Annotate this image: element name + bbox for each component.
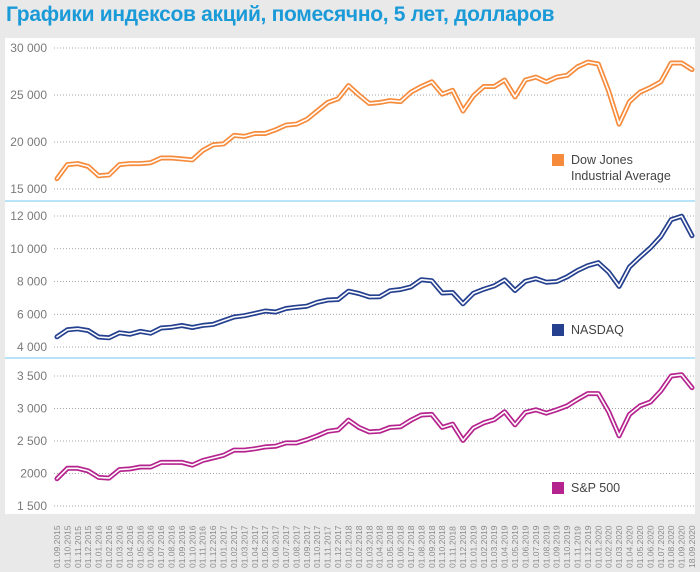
x-tick-label: 01.04.2018 [375, 525, 385, 568]
x-tick-label: 01.11.2015 [73, 526, 83, 568]
legend-label: S&P 500 [571, 481, 620, 495]
x-tick-label: 01.06.2018 [396, 525, 406, 568]
x-tick-label: 01.07.2017 [281, 525, 291, 568]
x-tick-label: 01.03.2019 [489, 525, 499, 568]
x-tick-label: 01.07.2016 [156, 525, 166, 568]
x-tick-label: 01.10.2019 [562, 525, 572, 568]
x-tick-label: 01.07.2018 [406, 525, 416, 568]
x-tick-label: 01.08.2016 [167, 525, 177, 568]
x-tick-label: 01.09.2019 [552, 525, 562, 568]
x-tick-label: 01.10.2018 [437, 525, 447, 568]
x-tick-label: 01.12.2018 [458, 525, 468, 568]
legend-label: NASDAQ [571, 323, 624, 337]
x-tick-label: 01.09.2016 [177, 525, 187, 568]
y-tick-label: 1 500 [17, 499, 47, 513]
legend-swatch [552, 324, 564, 336]
x-tick-label: 01.09.2018 [427, 525, 437, 568]
x-tick-label: 01.06.2020 [645, 525, 655, 568]
x-tick-label: 01.11.2019 [572, 526, 582, 568]
x-tick-label: 01.12.2019 [583, 525, 593, 568]
y-tick-label: 2 500 [17, 434, 47, 448]
x-tick-label: 01.06.2019 [520, 525, 530, 568]
x-tick-label: 01.02.2020 [604, 525, 614, 568]
x-tick-label: 01.05.2018 [385, 525, 395, 568]
plot-background [5, 38, 695, 514]
y-tick-label: 2000 [20, 467, 47, 481]
x-tick-label: 01.06.2016 [146, 525, 156, 568]
x-tick-label: 01.02.2017 [229, 525, 239, 568]
series-line-inner [56, 61, 693, 180]
y-tick-label: 3 000 [17, 402, 47, 416]
y-tick-label: 6 000 [17, 307, 47, 321]
x-tick-label: 18.09.2020 [687, 525, 697, 568]
y-tick-label: 8 000 [17, 275, 47, 289]
x-tick-label: 01.03.2017 [239, 525, 249, 568]
x-tick-label: 01.10.2015 [62, 525, 72, 568]
x-tick-label: 01.09.2020 [677, 525, 687, 568]
x-tick-label: 01.10.2016 [187, 525, 197, 568]
x-tick-label: 01.08.2020 [666, 525, 676, 568]
x-tick-label: 01.10.2017 [312, 525, 322, 568]
legend-swatch [552, 154, 564, 166]
x-tick-label: 01.11.2018 [448, 526, 458, 568]
x-tick-label: 01.04.2017 [250, 525, 260, 568]
legend-label: Dow Jones [571, 153, 633, 167]
x-tick-label: 01.12.2016 [208, 525, 218, 568]
x-tick-label: 01.01.2018 [343, 525, 353, 568]
x-tick-label: 01.08.2018 [416, 525, 426, 568]
x-tick-label: 01.08.2019 [541, 525, 551, 568]
x-tick-label: 01.03.2020 [614, 525, 624, 568]
x-tick-label: 01.09.2017 [302, 525, 312, 568]
x-tick-label: 01.07.2020 [656, 525, 666, 568]
x-tick-label: 01.11.2017 [323, 526, 333, 568]
x-tick-label: 01.02.2019 [479, 525, 489, 568]
panel-dow-jones-industrial-average: 15 000 20 000 25 000 30 000 Dow Jones Industr… [10, 41, 695, 196]
y-tick-label: 10 000 [10, 242, 47, 256]
legend-swatch [552, 482, 564, 494]
x-tick-label: 01.05.2017 [260, 525, 270, 568]
chart-title: Графики индексов акций, помесячно, 5 лет… [6, 3, 555, 26]
x-tick-label: 01.03.2018 [364, 525, 374, 568]
x-tick-label: 01.07.2019 [531, 525, 541, 568]
y-tick-label: 20 000 [10, 135, 47, 149]
y-tick-label: 4 000 [17, 340, 47, 354]
x-tick-label: 01.02.2016 [104, 525, 114, 568]
y-tick-label: 15 000 [10, 182, 47, 196]
x-tick-label: 01.05.2019 [510, 525, 520, 568]
panel-nasdaq: 4 000 6 000 8 000 10 000 12 000 NASDAQ [10, 209, 695, 354]
x-tick-label: 01.03.2016 [114, 525, 124, 568]
x-tick-label: 01.04.2020 [625, 525, 635, 568]
x-tick-label: 01.01.2017 [219, 525, 229, 568]
y-tick-label: 12 000 [10, 209, 47, 223]
x-tick-label: 01.04.2019 [500, 525, 510, 568]
x-tick-label: 01.09.2015 [52, 525, 62, 568]
y-tick-label: 30 000 [10, 41, 47, 55]
series-line-inner [56, 215, 693, 339]
y-tick-label: 3 500 [17, 369, 47, 383]
x-tick-label: 01.01.2020 [593, 525, 603, 568]
x-tick-label: 01.11.2016 [198, 526, 208, 568]
x-tick-label: 01.08.2017 [291, 525, 301, 568]
x-tick-label: 01.01.2019 [468, 525, 478, 568]
x-tick-label: 01.04.2016 [125, 525, 135, 568]
panel-s-p-500: 1 500 2000 2 500 3 000 3 500 S&P 500 [17, 369, 695, 513]
y-tick-label: 25 000 [10, 88, 47, 102]
x-tick-label: 01.06.2017 [271, 525, 281, 568]
legend-label: Industrial Average [571, 169, 671, 183]
x-tick-label: 01.12.2017 [333, 525, 343, 568]
x-tick-label: 01.12.2015 [83, 525, 93, 568]
x-tick-label: 01.05.2016 [135, 525, 145, 568]
x-tick-label: 01.02.2018 [354, 525, 364, 568]
series-line-inner [56, 373, 693, 480]
x-tick-label: 01.05.2020 [635, 525, 645, 568]
x-tick-label: 01.01.2016 [94, 525, 104, 568]
